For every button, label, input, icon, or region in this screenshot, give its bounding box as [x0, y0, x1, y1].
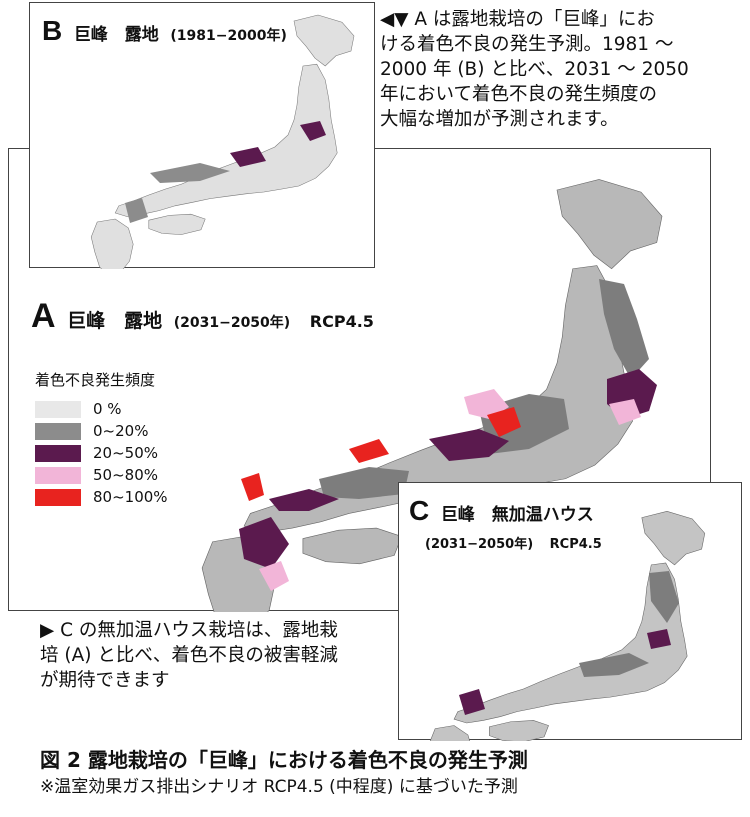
panel-c-title: C 巨峰 無加温ハウス	[409, 495, 594, 527]
note-mid-line: ▶ C の無加温ハウス栽培は、露地栽	[40, 620, 338, 641]
legend-swatch	[35, 422, 81, 440]
panel-c-label: 巨峰 無加温ハウス	[440, 505, 594, 525]
panel-b-period: (1981−2000年)	[170, 28, 287, 44]
legend-swatch	[35, 466, 81, 484]
map-a-japan	[201, 178, 663, 612]
legend-swatch	[35, 400, 81, 418]
map-c-zone-0-20	[579, 571, 679, 677]
legend-swatch	[35, 488, 81, 506]
note-mid: ▶ C の無加温ハウス栽培は、露地栽 培 (A) と比べ、着色不良の被害軽減 が…	[40, 618, 398, 693]
note-top-line: ける着色不良の発生予測。1981 〜	[380, 34, 674, 55]
legend-swatch	[35, 444, 81, 462]
legend-label: 0 %	[93, 400, 122, 418]
panel-a-title: A 巨峰 露地 (2031−2050年) RCP4.5	[31, 297, 374, 336]
panel-c-letter: C	[409, 495, 430, 526]
panel-a-letter: A	[31, 297, 56, 335]
map-b-zone-20-50	[230, 121, 326, 167]
note-mid-line: が期待できます	[40, 670, 170, 691]
panel-b-title: B 巨峰 露地 (1981−2000年)	[42, 15, 287, 47]
legend-item: 0~20%	[35, 420, 168, 442]
legend-item: 80~100%	[35, 486, 168, 508]
map-c-japan	[428, 510, 706, 741]
legend-item: 50~80%	[35, 464, 168, 486]
legend-item: 20~50%	[35, 442, 168, 464]
map-a-zone-50-80	[259, 389, 641, 591]
panel-c-subtitle: (2031−2050年) RCP4.5	[425, 533, 602, 552]
note-top-line: 年において着色不良の発生頻度の	[380, 84, 657, 105]
note-top-line: 2000 年 (B) と比べ、2031 〜 2050	[380, 59, 689, 80]
panel-c-scenario: RCP4.5	[549, 537, 602, 552]
panel-c: C 巨峰 無加温ハウス (2031−2050年) RCP4.5	[398, 482, 742, 741]
panel-a-period: (2031−2050年)	[173, 315, 291, 331]
map-c-zone-20-50	[459, 629, 671, 715]
figure-caption-note: ※温室効果ガス排出シナリオ RCP4.5 (中程度) に基づいた予測	[40, 777, 518, 797]
figure-caption-title: 図 2 露地栽培の「巨峰」における着色不良の発生予測	[40, 748, 528, 772]
legend-title: 着色不良発生頻度	[35, 371, 156, 389]
map-b-japan	[90, 14, 355, 269]
map-a-zone-80-100	[241, 407, 521, 501]
legend: 着色不良発生頻度 0 % 0~20% 20~50% 50~80% 80~100%	[35, 369, 168, 508]
map-b-zone-0-20	[125, 163, 230, 223]
note-top: ◀▼ A は露地栽培の「巨峰」にお ける着色不良の発生予測。1981 〜 200…	[380, 7, 748, 132]
panel-a-label: 巨峰 露地	[67, 310, 163, 332]
panel-c-period: (2031−2050年)	[425, 537, 534, 552]
panel-b-label: 巨峰 露地	[73, 25, 159, 45]
panel-b: B 巨峰 露地 (1981−2000年)	[29, 2, 375, 269]
legend-label: 0~20%	[93, 422, 149, 440]
note-top-line: 大幅な増加が予測されます。	[380, 109, 619, 130]
note-top-line: ◀▼ A は露地栽培の「巨峰」にお	[380, 9, 655, 30]
panel-a-scenario: RCP4.5	[309, 312, 374, 331]
legend-label: 50~80%	[93, 466, 158, 484]
legend-label: 80~100%	[93, 488, 168, 506]
legend-label: 20~50%	[93, 444, 158, 462]
note-mid-line: 培 (A) と比べ、着色不良の被害軽減	[40, 645, 338, 666]
panel-b-letter: B	[42, 15, 63, 46]
legend-item: 0 %	[35, 398, 168, 420]
